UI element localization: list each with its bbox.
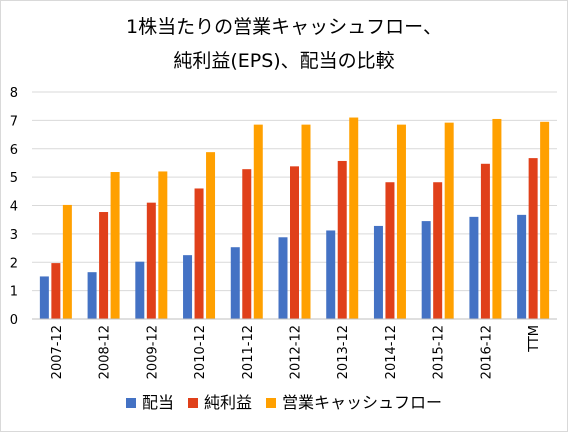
legend: 配当 純利益 営業キャッシュフロー (126, 393, 442, 412)
bar-dividend (421, 221, 431, 319)
bar-net-income (528, 158, 538, 319)
bar-net-income (242, 169, 252, 319)
bar-operating-cash-flow (301, 124, 311, 319)
bar-operating-cash-flow (444, 122, 454, 320)
legend-swatch (126, 398, 136, 408)
x-tick-label: 2011-12 (241, 325, 256, 379)
bar-dividend (135, 261, 145, 319)
bar-dividend (183, 255, 193, 319)
bar-net-income (194, 188, 204, 319)
x-tick-label: 2007-12 (50, 325, 65, 379)
legend-label: 営業キャッシュフロー (282, 393, 442, 412)
x-tick-label: 2016-12 (479, 325, 494, 379)
bar-net-income (146, 202, 156, 319)
bar-operating-cash-flow (492, 118, 502, 319)
legend-label: 配当 (142, 393, 174, 412)
bar-dividend (469, 216, 479, 319)
x-axis: 2007-12 2008-12 2009-12 2010-12 2011-12 2012-… (32, 318, 557, 379)
y-axis: 0 1 2 3 4 5 6 7 8 (10, 86, 18, 328)
x-tick-label: 2014-12 (384, 325, 399, 379)
x-tick-label: 2008-12 (98, 325, 113, 379)
bar-net-income (51, 263, 61, 319)
y-tick-label: 7 (10, 114, 18, 129)
chart-title: 1株当たりの営業キャッシュフロー、 純利益(EPS)、配当の比較 (0, 10, 568, 78)
x-tick-label: 2010-12 (193, 325, 208, 379)
bar-dividend (87, 272, 97, 319)
bar-net-income (337, 160, 347, 319)
bar-net-income (99, 212, 109, 319)
y-tick-label: 6 (10, 143, 18, 158)
bar-operating-cash-flow (396, 124, 406, 319)
y-tick-label: 0 (10, 313, 18, 328)
x-tick-label: 2013-12 (336, 325, 351, 379)
chart-title-line-1: 1株当たりの営業キャッシュフロー、 (126, 16, 442, 38)
y-tick-label: 5 (10, 171, 18, 186)
legend-swatch (266, 398, 276, 408)
bar-operating-cash-flow (253, 124, 263, 319)
chart-title-line-2: 純利益(EPS)、配当の比較 (173, 50, 395, 72)
bar-operating-cash-flow (158, 171, 168, 319)
y-tick-label: 3 (10, 228, 18, 243)
bar-net-income (385, 182, 395, 319)
bar-operating-cash-flow (349, 117, 359, 319)
bar-net-income (480, 163, 490, 319)
bar-dividend (278, 237, 288, 319)
y-tick-label: 1 (10, 285, 18, 300)
bar-operating-cash-flow (110, 172, 120, 319)
bar-dividend (373, 225, 383, 319)
x-tick-label: 2012-12 (289, 325, 304, 379)
bar-net-income (290, 166, 299, 319)
y-tick-label: 8 (10, 86, 18, 101)
bar-dividend (230, 247, 240, 319)
x-tick-label: 2015-12 (432, 325, 447, 379)
bar-operating-cash-flow (540, 121, 550, 319)
bar-operating-cash-flow (206, 152, 216, 319)
y-tick-label: 4 (10, 200, 18, 215)
bar-operating-cash-flow (62, 204, 72, 319)
bar-net-income (433, 182, 443, 319)
bar-dividend (517, 214, 527, 319)
x-tick-label: TTM (527, 325, 542, 353)
x-tick-label: 2009-12 (145, 325, 160, 379)
bars (39, 117, 550, 320)
bar-dividend (326, 230, 336, 319)
bar-dividend (39, 276, 49, 319)
legend-label: 純利益 (204, 393, 252, 412)
legend-swatch (188, 398, 198, 408)
y-tick-label: 2 (10, 256, 18, 271)
